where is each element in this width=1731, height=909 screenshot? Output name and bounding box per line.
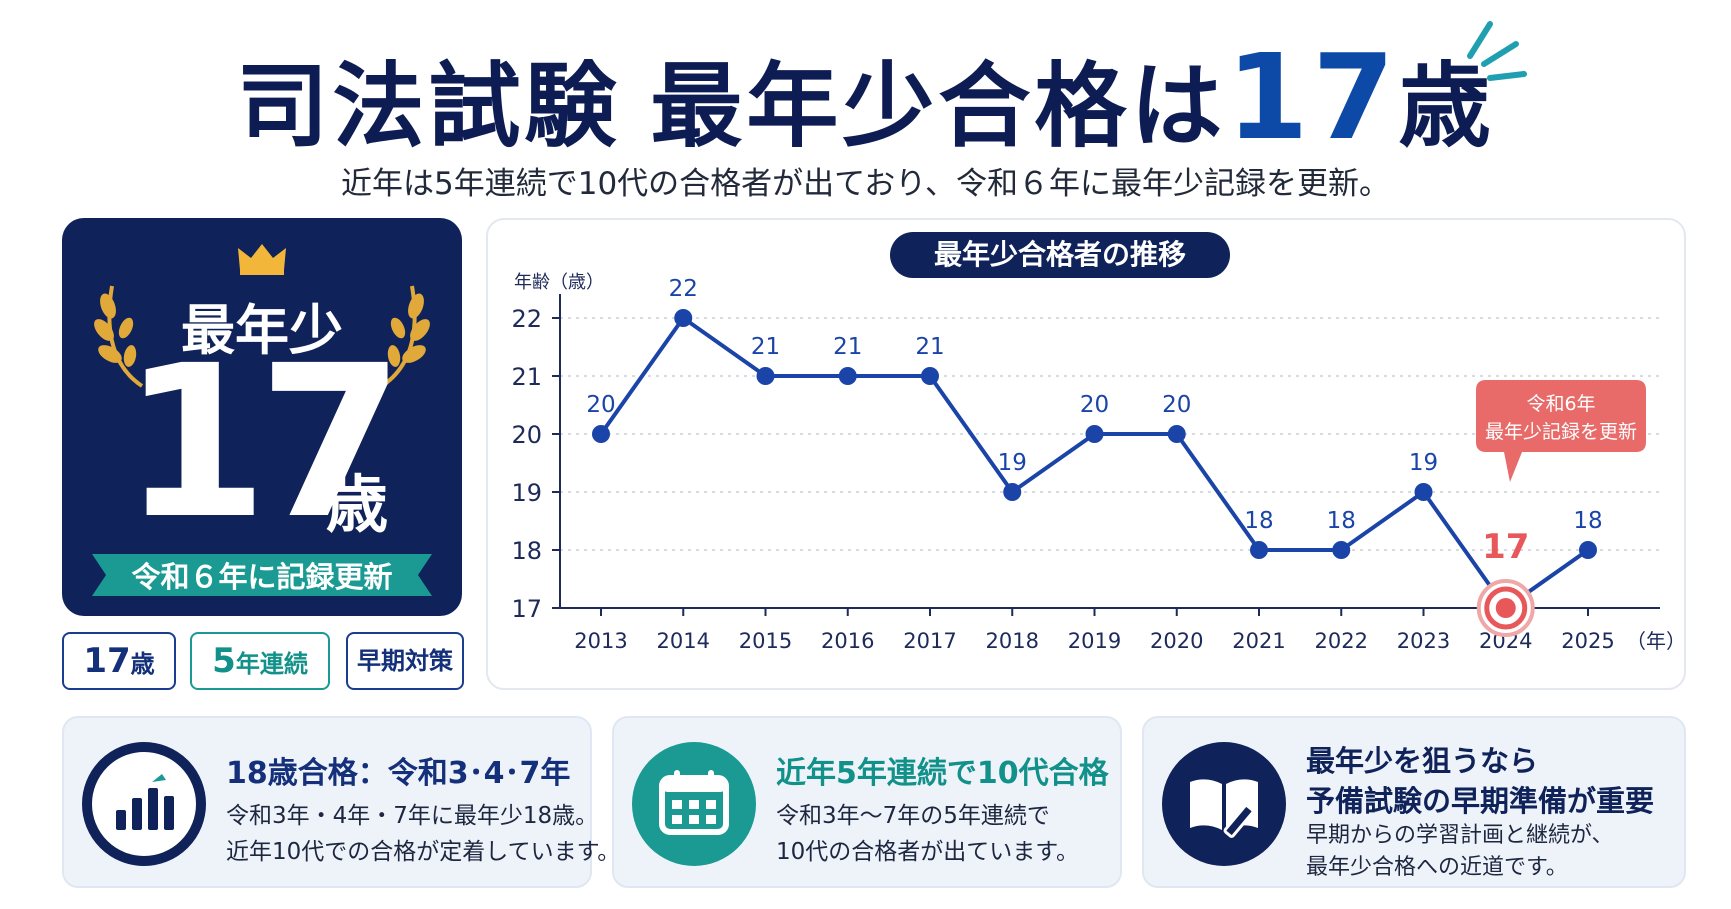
laurel-left-icon [94, 285, 144, 388]
tag-early: 早期対策 [346, 632, 464, 690]
title-unit: 歳 [1398, 53, 1495, 160]
hero-label: 最年少 [181, 299, 343, 362]
book-pencil-icon [1162, 742, 1286, 866]
card1-line1: 令和3年・4年・7年に最年少18歳。 [226, 803, 599, 829]
title-number: 17 [1226, 28, 1399, 166]
info-card-streak: 近年5年連続で10代合格 令和3年〜7年の5年連続で 10代の合格者が出ています… [612, 716, 1122, 888]
tag-age-unit: 歳 [130, 650, 155, 678]
card2-head: 近年5年連続で10代合格 [776, 756, 1109, 791]
calendar-icon [632, 742, 756, 866]
card3-head-b: 予備試験の早期準備が重要 [1306, 784, 1655, 818]
card2-line1: 令和3年〜7年の5年連続で [776, 803, 1050, 829]
card1-head: 18歳合格：令和3･4･7年 [226, 748, 570, 792]
hero-unit: 歳 [326, 468, 389, 541]
tag-streak: 5年連続 [190, 632, 330, 690]
title-part1: 司法試験 [236, 53, 621, 160]
info-card-prep: 最年少を狙うなら 予備試験の早期準備が重要 早期からの学習計画と継続が、 最年少… [1142, 716, 1686, 888]
laurel-right-icon [380, 285, 430, 388]
info-card-18: 18歳合格：令和3･4･7年 令和3年・4年・7年に最年少18歳。 近年10代で… [62, 716, 620, 888]
page-subtitle: 近年は5年連続で10代の合格者が出ており、令和６年に最年少記録を更新。 [341, 166, 1390, 202]
page-title: 司法試験 最年少合格は17歳 [0, 28, 1731, 166]
tag-streak-unit: 年連続 [235, 650, 308, 678]
card3-head-a: 最年少を狙うなら [1306, 744, 1539, 778]
hero-age: 17 [122, 320, 404, 565]
bar-chart-icon [82, 742, 206, 866]
ribbon-banner [92, 554, 432, 596]
sparkle-lines-icon [1467, 21, 1527, 81]
card1-head-b: ：令和3･4･7年 [357, 756, 571, 791]
ribbon-text: 令和６年に記録更新 [131, 560, 393, 594]
chart-card [486, 218, 1686, 690]
tag-age-num: 17 [83, 641, 131, 681]
tag-age: 17歳 [62, 632, 176, 690]
card3-line2: 最年少合格への近道です。 [1306, 855, 1568, 880]
card3-line1: 早期からの学習計画と継続が、 [1306, 823, 1614, 848]
hero-card: 最年少 17 歳 令和６年に記録更新 [62, 218, 462, 616]
chart-title: 最年少合格者の推移 [890, 232, 1230, 278]
crown-icon [238, 244, 286, 275]
title-part2: 最年少合格は [650, 53, 1227, 160]
tag-streak-num: 5 [212, 641, 236, 681]
card1-line2: 近年10代での合格が定着しています。 [226, 839, 621, 865]
card2-line2: 10代の合格者が出ています。 [776, 839, 1079, 865]
card1-head-a: 18歳合格 [226, 756, 358, 791]
